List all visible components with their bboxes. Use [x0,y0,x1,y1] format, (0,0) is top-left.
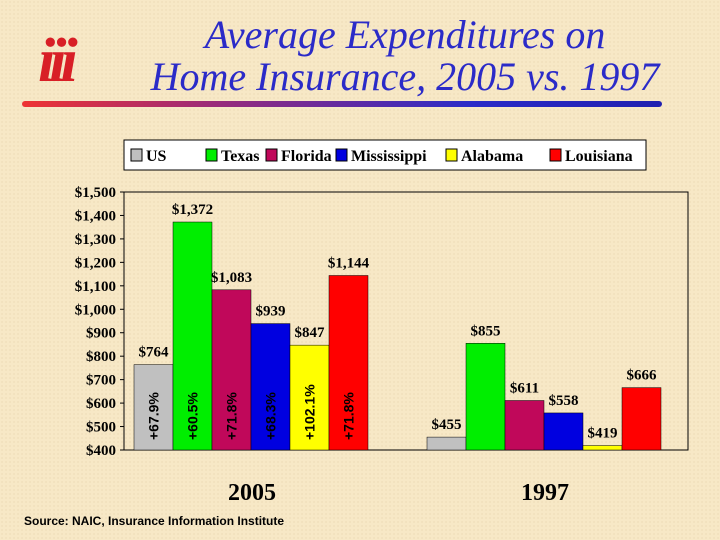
change-label-florida: +71.8% [224,392,240,440]
category-labels: 2005 1997 [228,480,569,506]
legend-swatch-alabama [445,148,458,162]
value-label-alabama-1997: $419 [588,426,618,442]
y-tick-label: $1,100 [75,279,116,295]
bar-alabama-2005 [289,344,330,451]
legend-swatch-florida [265,148,278,162]
title-underline [22,101,662,107]
value-label-alabama-2005: $847 [295,325,326,341]
value-label-texas-2005: $1,372 [172,202,213,218]
y-tick-label: $1,300 [75,232,116,248]
data-labels: $764 +67.9% $1,372 +60.5% $1,083 +71.8% $939 +6… [139,202,658,442]
value-label-us-2005: $764 [139,345,170,361]
bars [133,221,662,451]
y-tick-label: $700 [86,373,116,389]
value-label-mississippi-1997: $558 [549,393,579,409]
change-label-texas: +60.5% [185,392,201,440]
legend-label-florida: Florida [281,148,332,165]
bar-texas-1997 [465,343,506,451]
change-label-alabama: +102.1% [302,384,318,440]
source-note: Source: NAIC, Insurance Information Inst… [24,514,285,528]
y-tick-label: $800 [86,349,116,365]
y-axis: $400 $500 $600 $700 $800 $900 $1,000 $1,100 $1,2… [75,185,689,459]
bar-florida-2005 [211,289,252,451]
bar-texas-2005 [172,221,213,451]
change-label-louisiana: +71.8% [341,392,357,440]
iii-logo: iii [38,27,78,95]
bar-louisiana-1997 [621,387,662,451]
bar-us-1997 [426,436,467,451]
y-tick-label: $1,400 [75,208,116,224]
y-tick-label: $500 [86,420,116,436]
page-title: Average Expenditures on Home Insurance, … [110,14,700,98]
legend-label-alabama: Alabama [461,148,523,165]
legend: US Texas Florida Mississippi Alabama Louisian… [123,139,647,171]
value-label-florida-1997: $611 [510,381,539,397]
legend-swatch-louisiana [549,148,562,162]
y-tick-label: $1,200 [75,255,116,271]
legend-label-mississippi: Mississippi [351,148,427,165]
legend-swatch-us [130,148,143,162]
value-label-florida-2005: $1,083 [211,270,252,286]
legend-swatch-texas [205,148,218,162]
y-tick-label: $400 [86,443,116,459]
value-label-louisiana-2005: $1,144 [328,255,370,271]
title-line-2: Home Insurance, 2005 vs. 1997 [150,54,660,99]
change-label-us: +67.9% [146,392,162,440]
bar-louisiana-2005 [328,275,369,451]
category-label-1997: 1997 [521,480,569,506]
legend-label-us: US [146,148,167,165]
value-label-us-1997: $455 [432,417,462,433]
legend-label-louisiana: Louisiana [565,148,633,165]
bar-mississippi-1997 [543,412,584,451]
plot-area [123,191,689,451]
value-label-mississippi-2005: $939 [256,304,286,320]
category-label-2005: 2005 [228,480,276,506]
legend-swatch-mississippi [335,148,348,162]
y-tick-label: $600 [86,396,116,412]
change-label-mississippi: +68.3% [263,392,279,440]
bar-florida-1997 [504,400,545,451]
bar-mississippi-2005 [250,323,291,451]
title-line-1: Average Expenditures on [204,12,606,57]
bar-alabama-1997 [582,445,623,451]
y-tick-label: $1,000 [75,302,116,318]
value-label-texas-1997: $855 [471,323,501,339]
value-label-louisiana-1997: $666 [627,368,658,384]
y-tick-label: $1,500 [75,185,116,201]
legend-label-texas: Texas [221,148,260,165]
y-tick-label: $900 [86,326,116,342]
